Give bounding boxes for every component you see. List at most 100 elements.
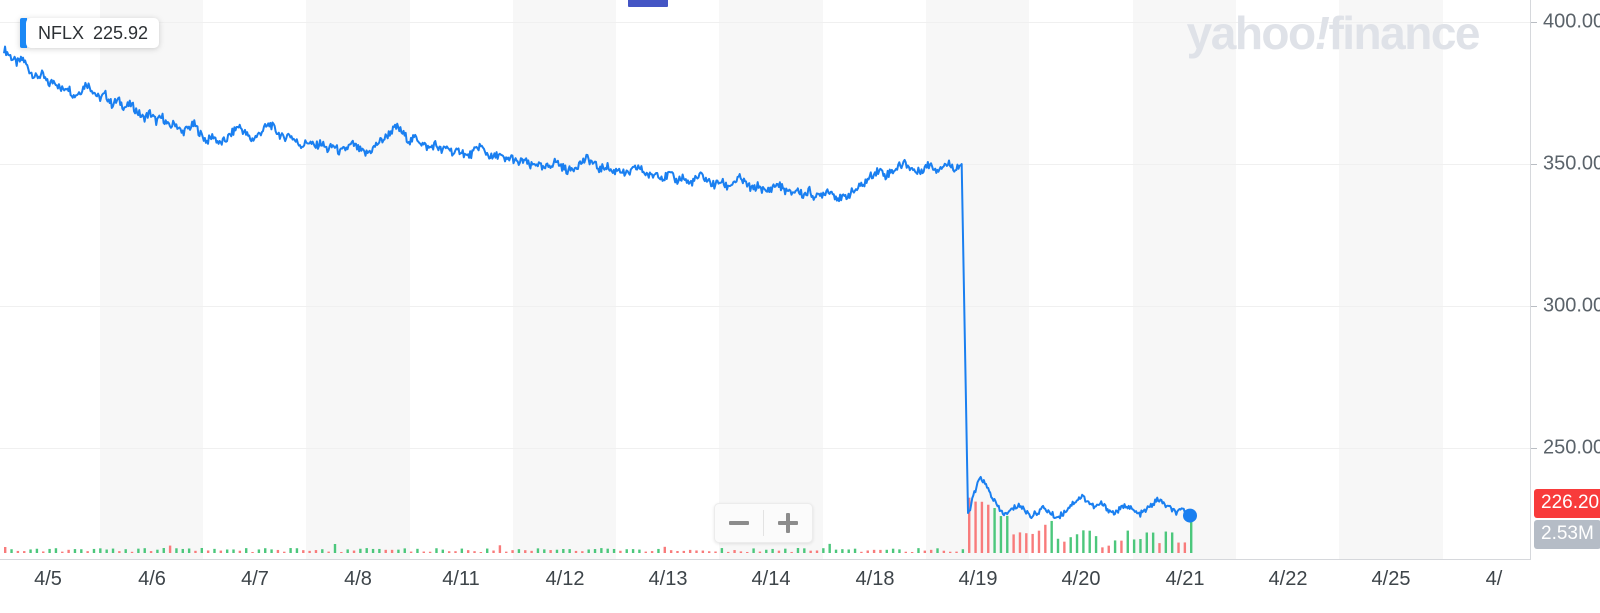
x-axis-label: 4/11 <box>442 568 480 590</box>
volume-bar <box>910 551 914 553</box>
volume-bar <box>676 551 679 553</box>
volume-bar <box>16 550 20 553</box>
day-band <box>306 0 410 560</box>
volume-bar <box>187 548 191 553</box>
volume-bar <box>758 551 762 553</box>
volume-bar <box>35 548 39 553</box>
volume-bar <box>657 548 660 553</box>
volume-bar <box>841 549 844 553</box>
volume-bar <box>232 549 235 553</box>
volume-bar <box>904 551 907 553</box>
volume-bar <box>727 551 730 553</box>
volume-bar <box>384 549 387 553</box>
last-price-badge: 226.20 <box>1534 489 1600 518</box>
volume-bar <box>371 548 375 553</box>
x-axis-label: 4/21 <box>1165 568 1205 590</box>
volume-bar <box>631 549 635 553</box>
day-band <box>1339 0 1443 560</box>
volume-bar <box>1082 530 1085 553</box>
volume-bar <box>968 497 971 553</box>
volume-bar <box>860 551 863 553</box>
volume-bar <box>1069 537 1072 553</box>
volume-bar <box>790 551 793 553</box>
zoom-divider <box>763 510 764 536</box>
price-line <box>3 45 1197 523</box>
volume-bar <box>999 516 1003 553</box>
volume-bar <box>92 548 96 553</box>
volume-bar <box>48 548 51 553</box>
volume-bar <box>1183 542 1187 553</box>
y-axis-label: 300.00 <box>1543 294 1600 317</box>
last-price-dot <box>1183 508 1197 523</box>
volume-bar <box>638 549 641 553</box>
volume-bar <box>872 549 876 553</box>
volume-bar <box>1132 539 1136 553</box>
x-axis-label: 4/6 <box>138 568 166 590</box>
volume-bar <box>130 551 134 553</box>
volume-bar <box>416 548 419 553</box>
chart-plot-area[interactable]: yahoo!finance NFLX 225.92 <box>0 0 1531 560</box>
volume-bar <box>314 550 318 553</box>
volume-bar <box>473 551 476 553</box>
volume-bar <box>568 549 571 553</box>
gridline <box>0 164 1531 165</box>
zoom-controls[interactable] <box>714 503 813 543</box>
volume-bar <box>213 548 216 553</box>
volume-bar <box>397 549 400 553</box>
volume-bar <box>1056 538 1060 553</box>
volume-bar <box>479 552 483 553</box>
volume-bar <box>663 546 666 553</box>
volume-bar <box>105 549 108 553</box>
zoom-out-button[interactable] <box>715 504 763 542</box>
volume-bar <box>784 548 787 553</box>
volume-bar <box>619 550 622 553</box>
y-axis-tick <box>1531 448 1537 449</box>
x-axis-label: 4/19 <box>958 568 998 590</box>
volume-bar <box>1145 532 1148 553</box>
volume-bar <box>1107 545 1110 553</box>
volume-bar <box>99 548 102 553</box>
volume-bar <box>885 549 888 553</box>
watermark-yahoo: yahoo <box>1186 7 1316 59</box>
volume-bar <box>929 549 933 553</box>
volume-bar <box>67 549 70 553</box>
volume-bar <box>866 550 869 553</box>
ticker-color-bar <box>20 18 27 48</box>
x-axis-label: 4/20 <box>1061 568 1101 590</box>
volume-bar <box>156 549 159 553</box>
volume-bar <box>1037 530 1041 553</box>
volume-bar <box>264 548 267 553</box>
volume-bar <box>955 551 958 553</box>
volume-bar <box>600 548 603 553</box>
ticker-symbol: NFLX <box>38 22 85 43</box>
volume-bar <box>720 548 724 553</box>
volume-bar <box>746 551 749 553</box>
volume-bar <box>340 551 343 553</box>
zoom-in-button[interactable] <box>764 504 812 542</box>
volume-bar <box>378 548 381 553</box>
volume-bar <box>200 548 204 553</box>
volume-bar <box>352 550 356 553</box>
volume-bar <box>149 551 153 553</box>
volume-bar <box>390 549 394 553</box>
volume-bar <box>650 551 654 553</box>
volume-bar <box>181 548 184 553</box>
volume-bar <box>23 551 26 553</box>
volume-bar <box>4 547 7 553</box>
volume-bar <box>765 549 768 553</box>
volume-bar <box>54 548 58 553</box>
volume-bar <box>1063 541 1066 553</box>
volume-bar <box>1044 524 1047 553</box>
ticker-price: 225.92 <box>93 22 149 43</box>
volume-bar <box>777 550 781 553</box>
top-range-marker[interactable] <box>628 0 668 7</box>
volume-bar <box>61 551 64 553</box>
volume-bar <box>917 548 920 553</box>
volume-bar <box>898 549 901 553</box>
volume-bar <box>428 551 432 553</box>
volume-bar <box>194 550 197 553</box>
volume-bar <box>961 549 965 553</box>
volume-bar <box>289 548 292 553</box>
volume-bar <box>543 549 546 553</box>
volume-bar <box>511 550 514 553</box>
